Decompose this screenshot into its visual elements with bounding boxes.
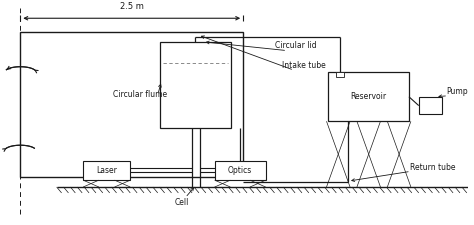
Text: Laser: Laser xyxy=(96,166,117,175)
Text: Optics: Optics xyxy=(228,166,252,175)
Bar xyxy=(337,72,344,77)
Text: Reservoir: Reservoir xyxy=(351,92,387,101)
Text: Circular flume: Circular flume xyxy=(113,90,167,99)
Bar xyxy=(160,42,231,128)
Text: Pump: Pump xyxy=(446,87,468,96)
Bar xyxy=(419,97,442,114)
Text: Return tube: Return tube xyxy=(410,163,456,172)
Text: Intake tube: Intake tube xyxy=(283,61,326,70)
Bar xyxy=(83,160,130,180)
Bar xyxy=(328,72,409,121)
Bar xyxy=(215,160,265,180)
Text: Circular lid: Circular lid xyxy=(275,41,317,50)
Bar xyxy=(20,32,243,177)
Text: 2.5 m: 2.5 m xyxy=(120,2,144,11)
Text: Cell: Cell xyxy=(175,198,190,207)
